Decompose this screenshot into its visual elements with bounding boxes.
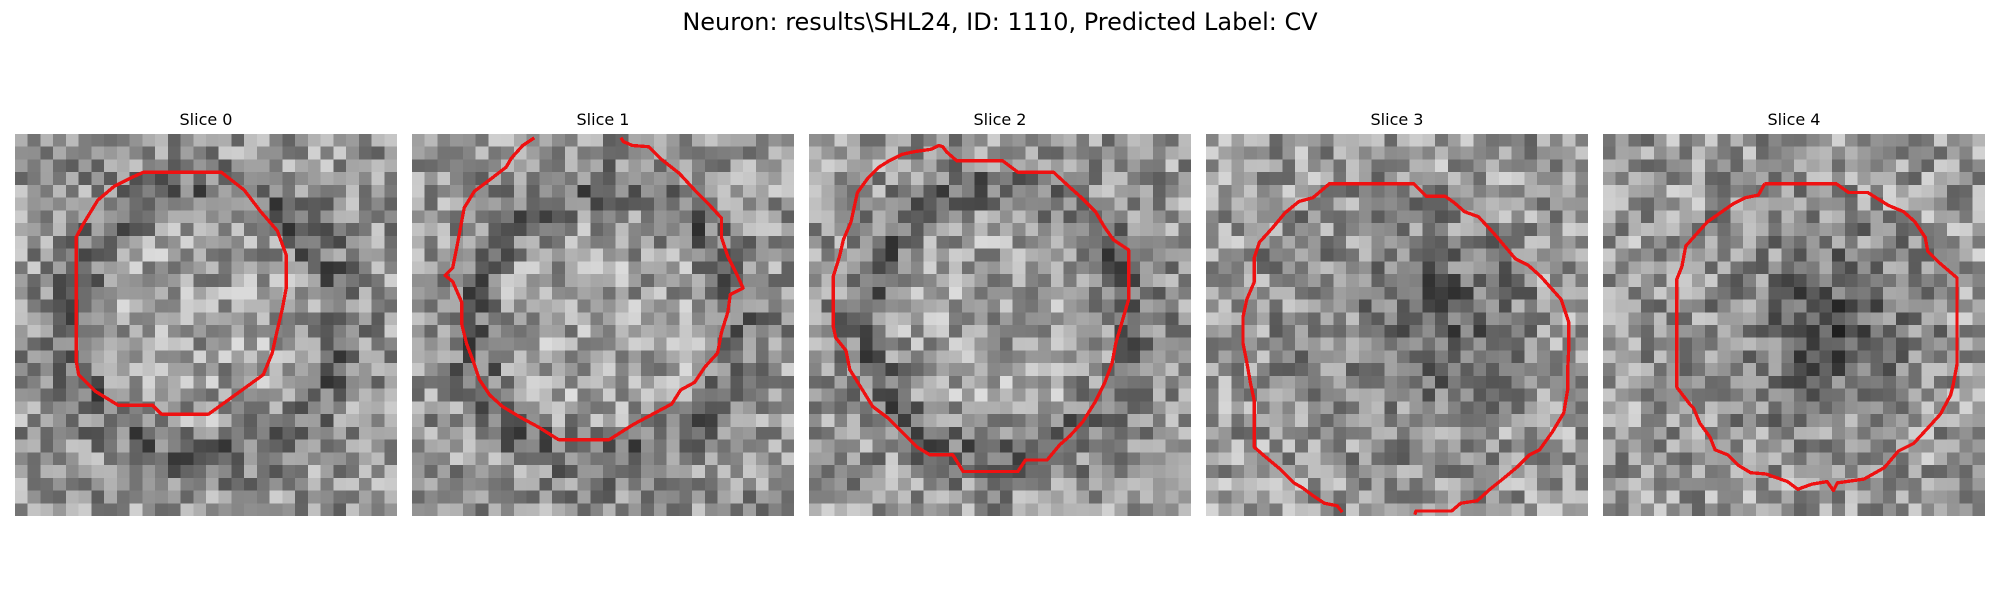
roi-contour [74,170,288,416]
pixel-grid [412,134,794,516]
roi-contour [1241,182,1571,516]
slice-title: Slice 4 [1767,110,1821,129]
slice-title: Slice 0 [179,110,233,129]
roi-contour [443,136,745,442]
slice-title: Slice 2 [973,110,1027,129]
slice-panel-4: Slice 4 [1603,108,1985,522]
slice-image [1206,134,1588,516]
slice-panel-2: Slice 2 [809,108,1191,522]
pixel-grid [1603,134,1985,516]
figure-title: Neuron: results\SHL24, ID: 1110, Predict… [682,8,1318,36]
pixel-grid [1206,134,1588,516]
slice-panel-3: Slice 3 [1206,108,1588,522]
slice-image [1603,134,1985,516]
roi-contour [831,143,1131,474]
roi-contour [1675,182,1959,493]
slice-panel-1: Slice 1 [412,108,794,522]
slice-image [412,134,794,516]
slice-image [15,134,397,516]
pixel-grid [15,134,397,516]
slice-title: Slice 1 [576,110,630,129]
slice-image [809,134,1191,516]
slice-panel-0: Slice 0 [15,108,397,522]
pixel-grid [809,134,1191,516]
slice-title: Slice 3 [1370,110,1424,129]
